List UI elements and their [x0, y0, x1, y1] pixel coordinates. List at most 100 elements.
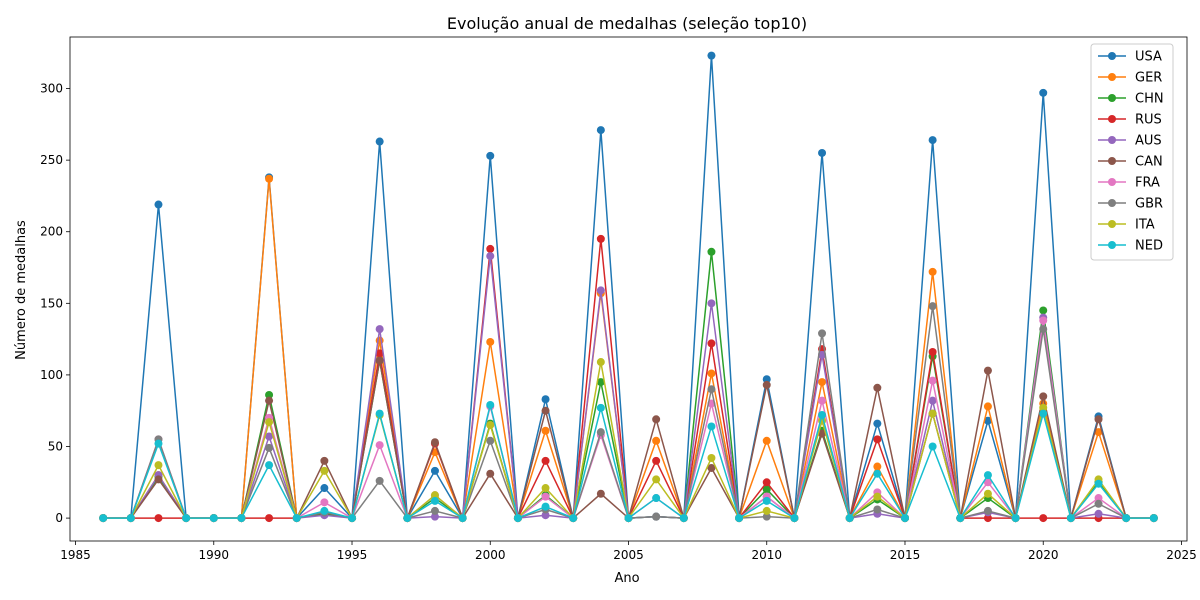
data-point-can-2002: [541, 406, 550, 415]
data-point-usa-1994: [320, 484, 329, 493]
legend-entry-ger: GER: [1098, 71, 1162, 86]
legend-entry-gbr: GBR: [1098, 197, 1163, 212]
data-point-ger-2016: [928, 267, 937, 276]
data-point-ger-2002: [541, 426, 550, 435]
legend-entry-rus: RUS: [1098, 113, 1162, 128]
data-point-rus-2014: [873, 435, 882, 444]
data-point-fra-1994: [320, 498, 329, 507]
data-point-ned-2010: [762, 496, 771, 505]
data-point-fra-2012: [818, 396, 827, 405]
data-point-ned-2018: [983, 471, 992, 480]
data-point-gbr-2000: [486, 436, 495, 445]
legend-label-ned: NED: [1135, 239, 1163, 254]
data-point-ned-2008: [707, 422, 716, 431]
data-point-usa-2000: [486, 151, 495, 160]
data-point-fra-2016: [928, 376, 937, 385]
legend-label-ger: GER: [1135, 71, 1162, 86]
data-point-chn-2008: [707, 247, 716, 256]
data-point-rus-2020: [1039, 514, 1048, 523]
data-point-rus-2004: [596, 234, 605, 243]
x-tick-label-1990: 1990: [198, 548, 229, 562]
data-point-ita-2004: [596, 358, 605, 367]
data-point-ita-2018: [983, 489, 992, 498]
data-point-ned-1993: [292, 514, 301, 523]
data-point-can-2012: [818, 429, 827, 438]
data-point-aus-2004: [596, 286, 605, 295]
data-point-usa-2020: [1039, 88, 1048, 97]
legend-label-rus: RUS: [1135, 113, 1162, 128]
y-tick-label-0: 0: [55, 511, 63, 525]
x-tick-label-2010: 2010: [751, 548, 782, 562]
x-tick-label-2025: 2025: [1166, 548, 1197, 562]
data-point-gbr-2014: [873, 505, 882, 514]
data-point-can-2014: [873, 383, 882, 392]
data-point-gbr-2004: [596, 428, 605, 437]
legend-label-aus: AUS: [1135, 134, 1162, 149]
data-point-fra-2002: [541, 492, 550, 501]
legend-marker-ger: [1108, 73, 1116, 81]
data-point-ned-1986: [99, 514, 108, 523]
y-axis-label: Número de medalhas: [14, 220, 29, 360]
data-point-ger-2000: [486, 337, 495, 346]
data-point-ned-1987: [126, 514, 135, 523]
data-point-fra-2022: [1094, 494, 1103, 503]
data-point-gbr-2006: [652, 512, 661, 521]
y-tick-label-200: 200: [40, 225, 63, 239]
data-point-ned-2002: [541, 502, 550, 511]
data-point-ger-2014: [873, 462, 882, 471]
data-point-ned-2014: [873, 469, 882, 478]
data-point-ita-2000: [486, 421, 495, 430]
data-point-ned-1994: [320, 506, 329, 515]
data-point-gbr-2008: [707, 385, 716, 394]
data-point-usa-2012: [818, 148, 827, 157]
data-point-ned-1999: [458, 514, 467, 523]
x-tick-label-2000: 2000: [475, 548, 506, 562]
data-point-ger-2010: [762, 436, 771, 445]
legend-marker-chn: [1108, 94, 1116, 102]
data-point-ned-2006: [652, 494, 661, 503]
data-point-ned-2012: [818, 411, 827, 419]
data-point-ned-2001: [513, 514, 522, 523]
data-point-gbr-2016: [928, 302, 937, 311]
axes: 1985 1990 1995 2000 2005 2010 2015 2020 2025 0 50 1…: [40, 36, 1197, 562]
data-point-can-1992: [265, 396, 274, 405]
data-point-gbr-2022: [1094, 499, 1103, 508]
data-point-gbr-2012: [818, 329, 827, 338]
data-point-ita-2008: [707, 453, 716, 462]
data-point-chn-2020: [1039, 306, 1048, 315]
legend-entry-chn: CHN: [1098, 92, 1164, 107]
data-point-aus-2022: [1094, 509, 1103, 518]
x-tick-label-2015: 2015: [890, 548, 921, 562]
data-point-aus-1996: [375, 325, 384, 334]
data-point-rus-2006: [652, 456, 661, 465]
data-point-ger-2008: [707, 369, 716, 378]
data-point-ned-2003: [569, 514, 578, 523]
data-point-ned-2000: [486, 400, 495, 409]
data-point-ned-1995: [348, 514, 357, 523]
data-point-rus-2010: [762, 478, 771, 487]
data-point-usa-2018: [983, 416, 992, 425]
y-tick-label-250: 250: [40, 153, 63, 167]
data-point-can-2004: [596, 489, 605, 498]
legend-label-gbr: GBR: [1135, 197, 1163, 212]
data-point-aus-2000: [486, 252, 495, 261]
data-point-fra-2018: [983, 478, 992, 487]
x-tick-label-1995: 1995: [337, 548, 368, 562]
data-point-aus-2016: [928, 396, 937, 405]
data-point-chn-1992: [265, 390, 274, 399]
data-point-ita-2010: [762, 506, 771, 515]
data-point-ita-2006: [652, 475, 661, 484]
chart-title: Evolução anual de medalhas (seleção top1…: [447, 14, 807, 33]
legend-label-chn: CHN: [1135, 92, 1164, 107]
legend-entry-aus: AUS: [1098, 134, 1162, 149]
legend-marker-gbr: [1108, 199, 1116, 207]
legend-label-fra: FRA: [1135, 176, 1160, 191]
data-point-ger-2012: [818, 378, 827, 387]
legend-label-ita: ITA: [1135, 218, 1155, 233]
data-point-usa-2004: [596, 126, 605, 135]
data-point-ger-2006: [652, 436, 661, 445]
data-point-can-2006: [652, 415, 661, 424]
data-point-ned-2017: [956, 514, 965, 523]
data-point-can-2020: [1039, 392, 1048, 401]
data-point-usa-1998: [430, 466, 439, 475]
